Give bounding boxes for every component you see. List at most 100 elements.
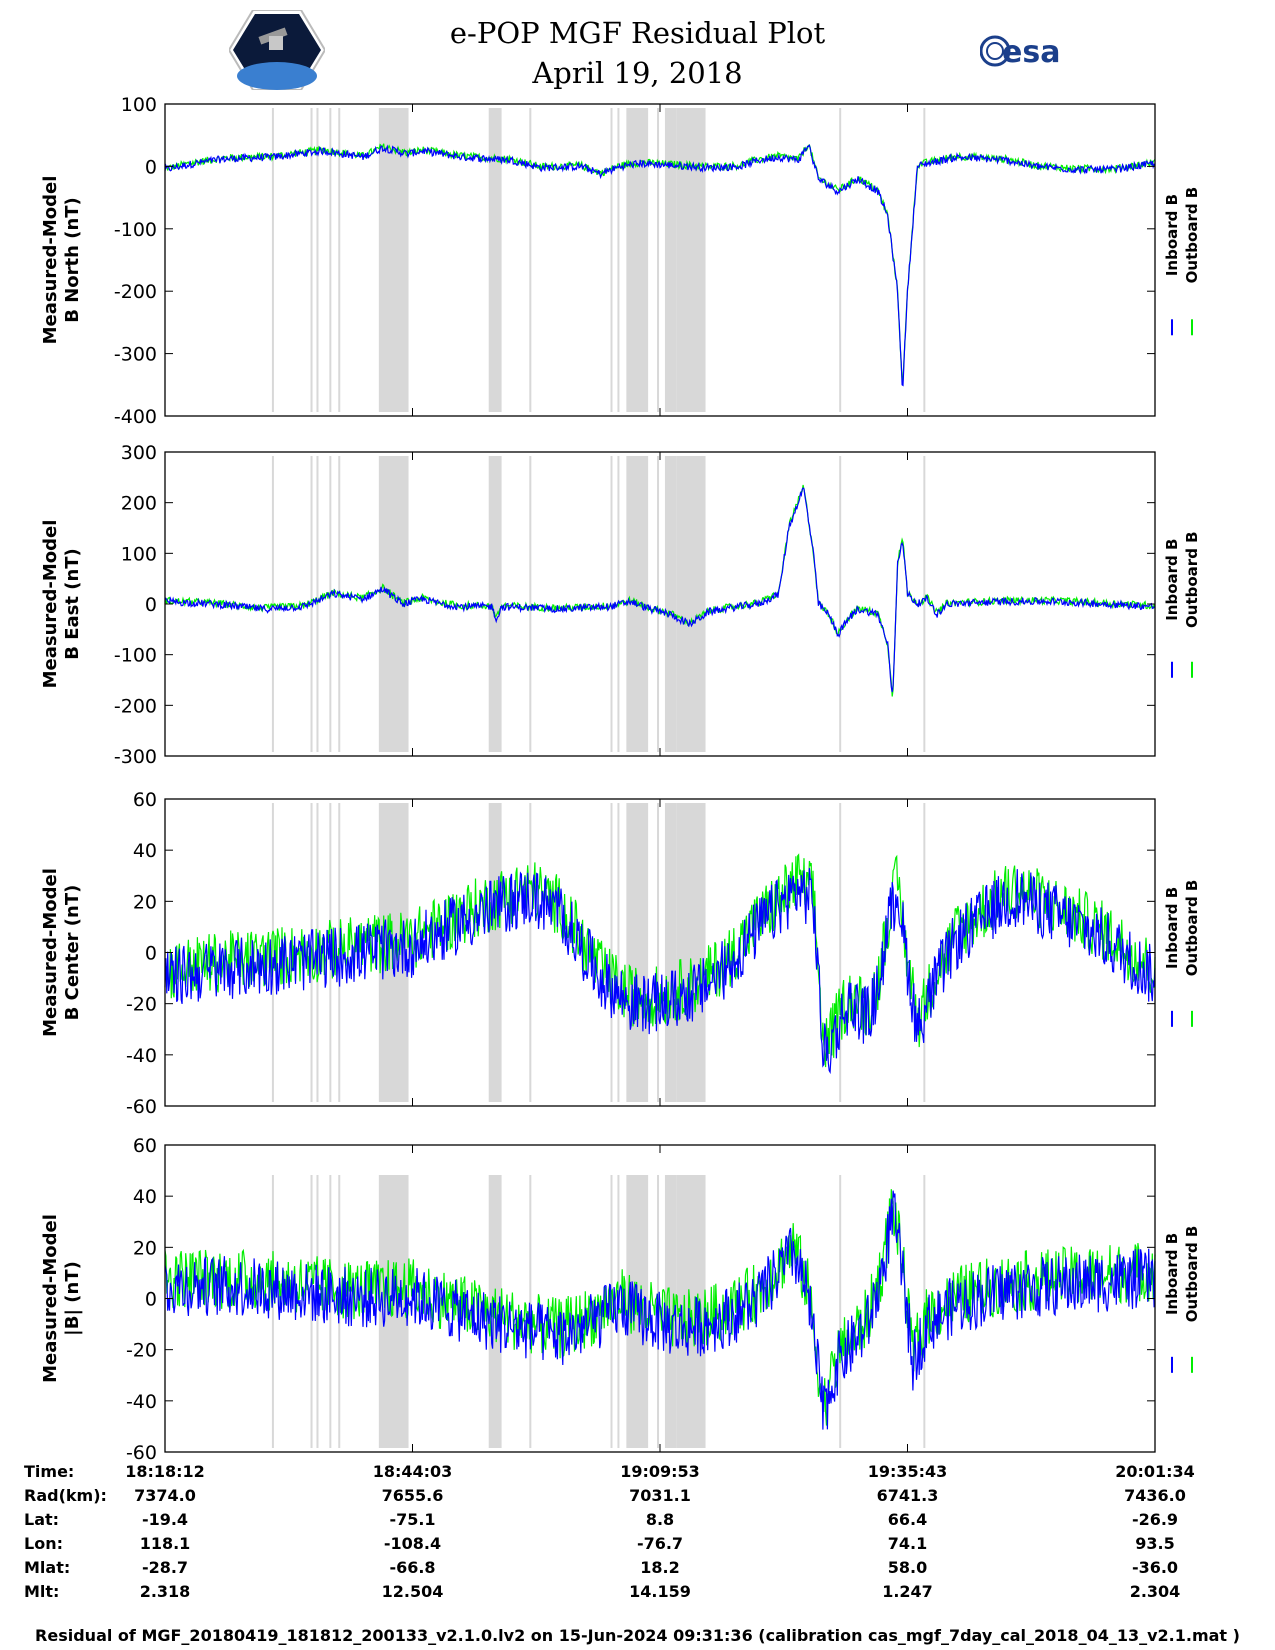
orbit-mlat-value: 58.0 <box>887 1558 928 1577</box>
inboard-b-series-line <box>164 144 1156 387</box>
legend-outboard-label: Outboard B <box>1183 531 1201 628</box>
y-tick-label: -400 <box>114 406 157 428</box>
data-gap-band <box>664 108 677 412</box>
y-axis-label: B North (nT) <box>62 197 83 323</box>
y-tick-label: 0 <box>145 1289 157 1311</box>
y-tick-label: 0 <box>145 943 157 965</box>
data-gap-band <box>310 1175 313 1448</box>
y-tick-label: 60 <box>133 789 157 811</box>
row-label-lon: Lon: <box>24 1534 63 1553</box>
orbit-time-value: 20:01:34 <box>1115 1462 1195 1481</box>
data-gap-band <box>488 803 502 1102</box>
esa-logo: esa <box>980 35 1060 69</box>
data-gap-band <box>488 108 502 412</box>
y-tick-label: -300 <box>114 344 157 366</box>
y-tick-label: -60 <box>126 1442 157 1462</box>
orbit-mlat-value: -28.7 <box>141 1558 189 1577</box>
y-tick-label: 20 <box>133 891 157 913</box>
data-gap-band <box>839 1175 842 1448</box>
data-gap-band <box>329 108 332 412</box>
data-gap-band <box>310 108 313 412</box>
orbit-lon-value: 93.5 <box>1135 1534 1175 1553</box>
orbit-lat-value: -75.1 <box>389 1510 436 1529</box>
data-gap-band <box>657 803 660 1102</box>
y-axis-label: |B| (nT) <box>62 1261 83 1336</box>
legend-inboard-label: Inboard B <box>1163 887 1181 969</box>
data-gap-band <box>676 456 706 752</box>
y-tick-label: 100 <box>121 543 157 565</box>
y-tick-label: 40 <box>133 840 157 862</box>
orbit-mlt-value: 2.304 <box>1129 1582 1181 1601</box>
data-gap-band <box>316 108 319 412</box>
orbit-lon-value: -76.7 <box>636 1534 684 1553</box>
data-gap-band <box>617 803 620 1102</box>
y-tick-label: 0 <box>145 594 157 616</box>
inboard-b-series-line <box>164 868 1156 1075</box>
data-gap-band <box>316 456 319 752</box>
y-tick-label: -300 <box>114 746 157 768</box>
y-tick-label: -40 <box>126 1045 157 1067</box>
data-gap-band <box>657 108 660 412</box>
outboard-b-series-line <box>165 143 1156 382</box>
orbit-lon-value: -108.4 <box>383 1534 442 1553</box>
footer-caption: Residual of MGF_20180419_181812_200133_v… <box>35 1626 1240 1645</box>
data-gap-band <box>338 456 341 752</box>
data-gap-band <box>488 456 502 752</box>
data-gap-band <box>610 108 613 412</box>
data-gap-band <box>676 803 706 1102</box>
orbit-time-value: 18:44:03 <box>372 1462 453 1481</box>
y-tick-label: -100 <box>114 645 157 667</box>
data-gap-band <box>664 803 677 1102</box>
y-tick-label: -200 <box>114 281 157 303</box>
data-gap-band <box>529 108 532 412</box>
data-gap-band <box>664 456 677 752</box>
data-gap-band <box>271 1175 274 1448</box>
data-gap-band <box>529 803 532 1102</box>
orbit-lat-value: 8.8 <box>645 1510 675 1529</box>
orbit-lat-value: -19.4 <box>141 1510 189 1529</box>
data-gap-band <box>923 803 926 1102</box>
y-tick-label: -40 <box>126 1391 157 1413</box>
orbit-mlat-value: 18.2 <box>640 1558 680 1577</box>
y-axis-label: Measured-Model <box>40 868 61 1037</box>
orbit-rad-value: 7031.1 <box>629 1486 691 1505</box>
data-gap-band <box>923 108 926 412</box>
row-label-time: Time: <box>24 1462 75 1481</box>
y-axis-label: Measured-Model <box>40 176 61 345</box>
y-axis-label: Measured-Model <box>40 1214 61 1383</box>
svg-text:esa: esa <box>1002 35 1060 69</box>
data-gap-band <box>626 108 649 412</box>
y-axis-label: B East (nT) <box>62 548 83 660</box>
data-gap-band <box>610 456 613 752</box>
y-tick-label: -20 <box>126 994 157 1016</box>
orbit-time-value: 19:35:43 <box>867 1462 948 1481</box>
data-gap-band <box>626 803 649 1102</box>
data-gap-band <box>378 108 409 412</box>
orbit-mlt-value: 1.247 <box>882 1582 933 1601</box>
orbit-mlt-value: 14.159 <box>629 1582 691 1601</box>
cassiope-logo <box>229 10 325 90</box>
inboard-b-series-line <box>164 487 1155 693</box>
data-gap-band <box>617 108 620 412</box>
outboard-b-series-line <box>164 484 1156 697</box>
y-tick-label: 300 <box>121 442 157 464</box>
orbit-lat-value: -26.9 <box>1131 1510 1179 1529</box>
outboard-b-series-line <box>164 1189 1156 1426</box>
chart-date: April 19, 2018 <box>532 56 743 90</box>
data-gap-band <box>338 108 341 412</box>
orbit-rad-value: 7374.0 <box>134 1486 196 1505</box>
data-gap-band <box>839 803 842 1102</box>
legend-inboard-label: Inboard B <box>1163 1233 1181 1315</box>
legend-outboard-label: Outboard B <box>1183 1226 1201 1323</box>
row-label-mlt: Mlt: <box>24 1582 60 1601</box>
row-label-mlat: Mlat: <box>24 1558 71 1577</box>
orbit-rad-value: 6741.3 <box>876 1486 939 1505</box>
orbit-lat-value: 66.4 <box>887 1510 928 1529</box>
y-axis-label: B Center (nT) <box>62 885 83 1021</box>
data-gap-band <box>676 108 706 412</box>
orbit-mlt-value: 2.318 <box>139 1582 191 1601</box>
data-gap-band <box>529 456 532 752</box>
y-tick-label: 200 <box>121 493 157 515</box>
orbit-lon-value: 74.1 <box>887 1534 928 1553</box>
data-gap-band <box>664 1175 677 1448</box>
